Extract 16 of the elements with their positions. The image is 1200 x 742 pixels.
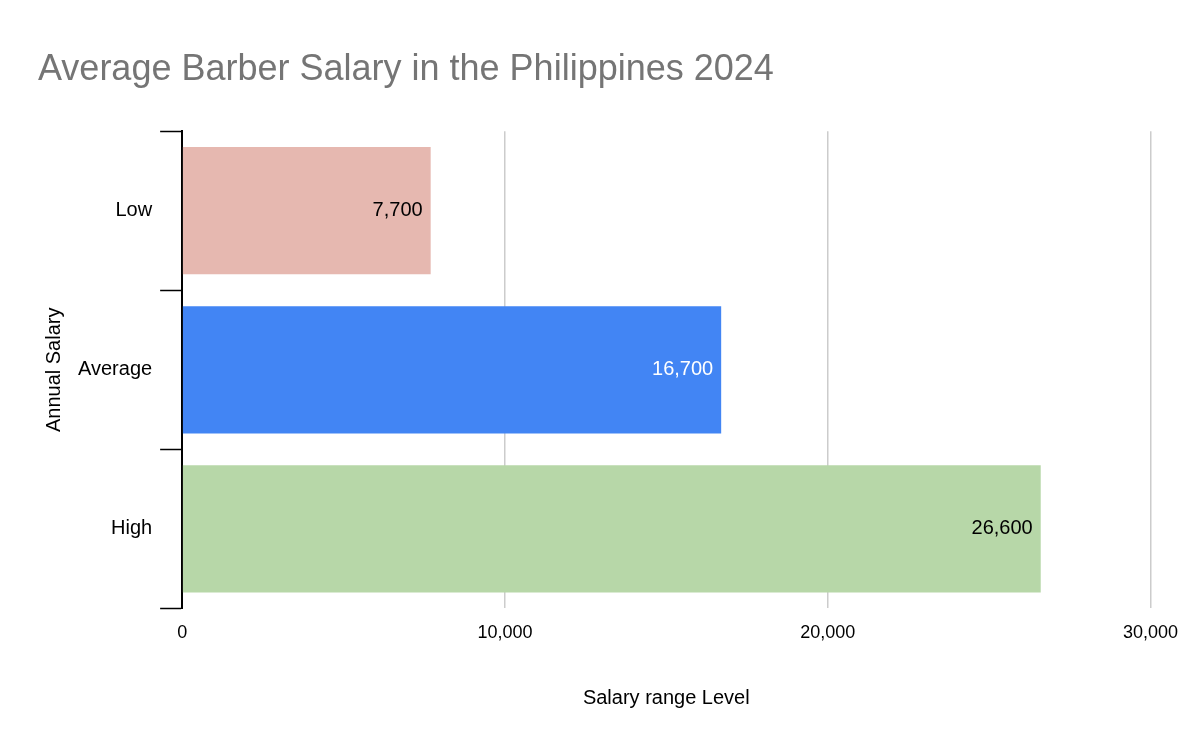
data-label: 26,600 xyxy=(971,516,1033,539)
x-tick-label: 0 xyxy=(177,622,188,643)
x-tick-label: 20,000 xyxy=(800,622,856,643)
bar xyxy=(182,147,431,275)
y-tick-label: Average xyxy=(77,357,153,380)
y-tick-label: High xyxy=(110,516,153,539)
data-label: 16,700 xyxy=(652,357,714,380)
x-tick-label: 10,000 xyxy=(477,622,533,643)
x-tick-label: 30,000 xyxy=(1122,622,1178,643)
bar xyxy=(182,306,722,434)
bar xyxy=(182,465,1041,593)
data-label: 7,700 xyxy=(372,198,423,221)
y-axis-title: Annual Salary xyxy=(41,307,64,433)
x-axis-title: Salary range Level xyxy=(582,685,750,708)
chart-title: Average Barber Salary in the Philippines 2024 xyxy=(38,46,774,88)
y-tick-label: Low xyxy=(115,198,153,221)
